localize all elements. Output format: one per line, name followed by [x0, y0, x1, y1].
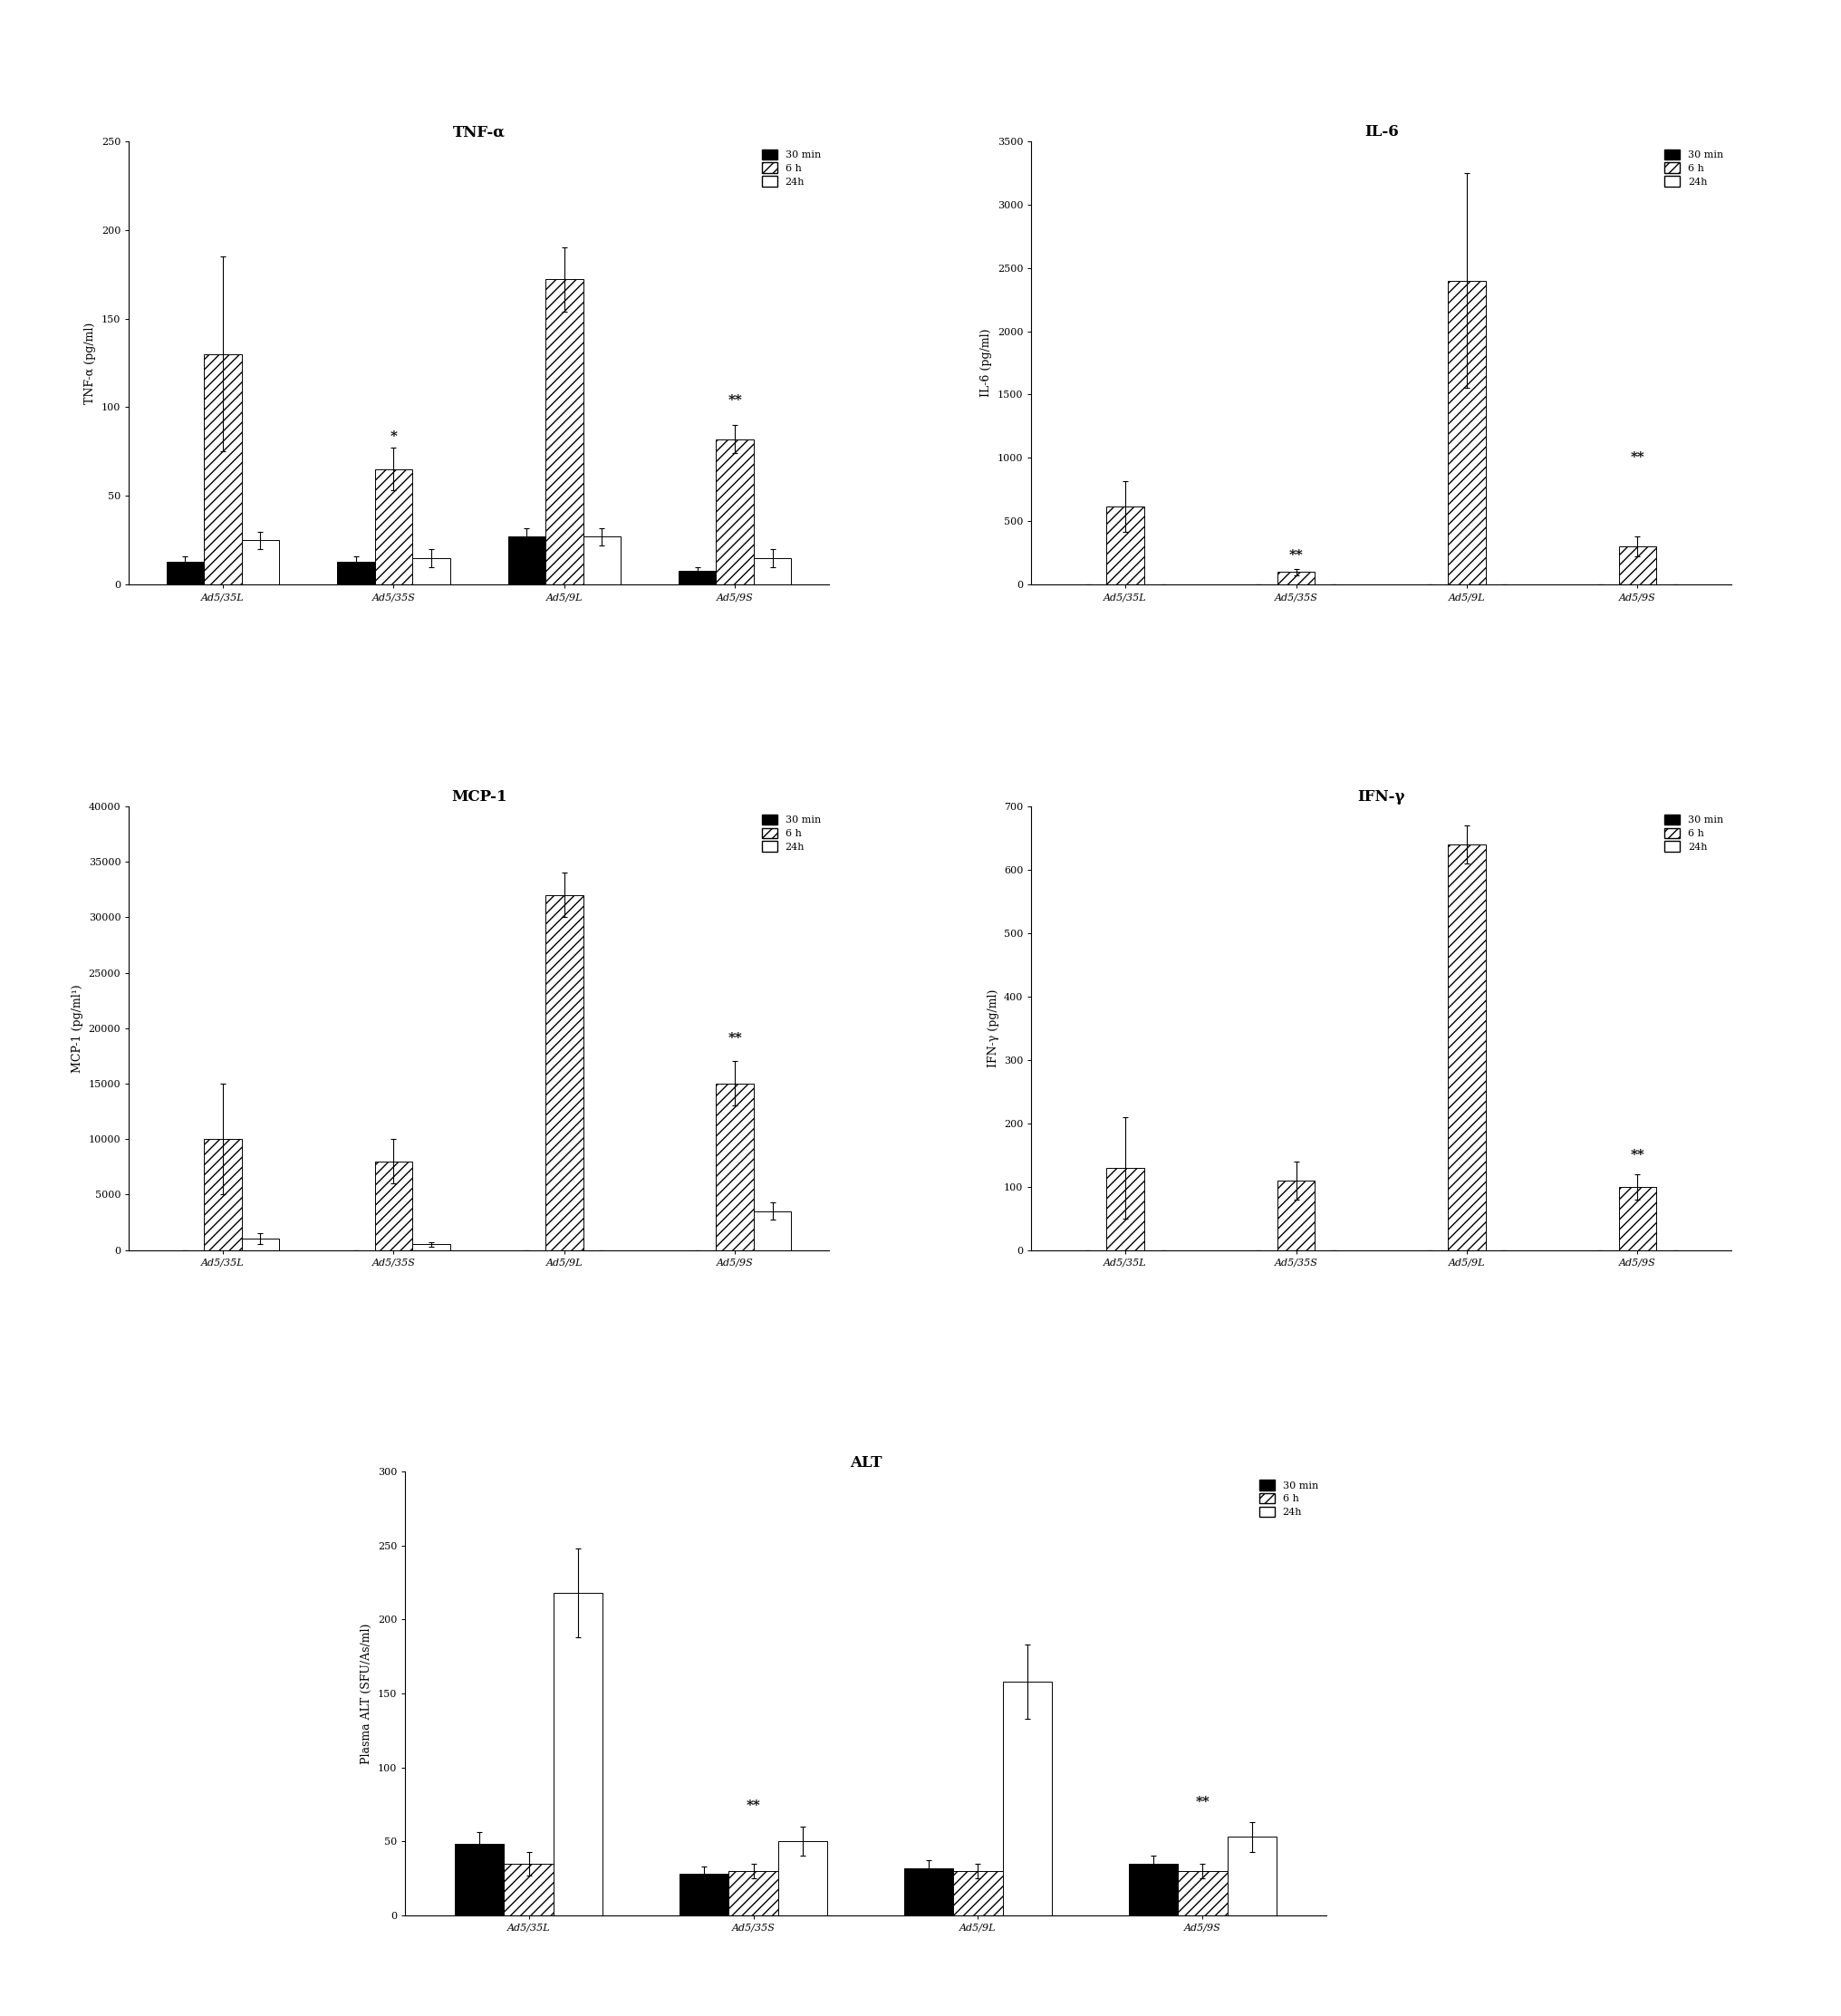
Bar [1106, 506, 1143, 585]
Bar [679, 1873, 729, 1915]
Bar [954, 1871, 1002, 1915]
Text: **: ** [1195, 1796, 1210, 1808]
Bar [166, 562, 204, 585]
Text: *: * [390, 429, 398, 444]
Title: IL-6: IL-6 [1364, 125, 1397, 139]
Bar [1002, 1681, 1051, 1915]
Bar [508, 536, 545, 585]
Bar [545, 895, 584, 1250]
Y-axis label: IFN-γ (pg/ml): IFN-γ (pg/ml) [987, 990, 998, 1066]
Text: **: ** [727, 1032, 742, 1044]
Bar [412, 558, 449, 585]
Bar [1276, 573, 1314, 585]
Bar [1618, 1187, 1655, 1250]
Bar [552, 1593, 602, 1915]
Bar [374, 1161, 412, 1250]
Bar [716, 439, 753, 585]
Bar [204, 355, 241, 585]
Bar [753, 1212, 792, 1250]
Title: IFN-γ: IFN-γ [1357, 790, 1405, 804]
Bar [1178, 1871, 1226, 1915]
Bar [584, 536, 620, 585]
Bar [1447, 845, 1486, 1250]
Bar [904, 1869, 954, 1915]
Title: TNF-α: TNF-α [453, 125, 504, 139]
Text: **: ** [746, 1798, 760, 1812]
Legend: 30 min, 6 h, 24h: 30 min, 6 h, 24h [758, 810, 823, 855]
Bar [374, 470, 412, 585]
Bar [241, 1238, 280, 1250]
Bar [504, 1863, 552, 1915]
Title: ALT: ALT [849, 1456, 882, 1470]
Bar [729, 1871, 777, 1915]
Y-axis label: TNF-α (pg/ml): TNF-α (pg/ml) [85, 323, 96, 403]
Bar [716, 1085, 753, 1250]
Y-axis label: MCP-1 (pg/ml¹): MCP-1 (pg/ml¹) [72, 984, 83, 1073]
Text: **: ** [1289, 548, 1303, 562]
Text: **: ** [1629, 1149, 1644, 1161]
Bar [241, 540, 280, 585]
Bar [1106, 1167, 1143, 1250]
Y-axis label: IL-6 (pg/ml): IL-6 (pg/ml) [979, 329, 992, 397]
Bar [753, 558, 792, 585]
Bar [1129, 1863, 1178, 1915]
Y-axis label: Plasma ALT (SFU/As/ml): Plasma ALT (SFU/As/ml) [361, 1623, 372, 1764]
Text: **: ** [1629, 452, 1644, 464]
Legend: 30 min, 6 h, 24h: 30 min, 6 h, 24h [1256, 1476, 1320, 1520]
Bar [455, 1845, 504, 1915]
Bar [204, 1139, 241, 1250]
Bar [1447, 280, 1486, 585]
Legend: 30 min, 6 h, 24h: 30 min, 6 h, 24h [758, 145, 823, 190]
Bar [677, 571, 716, 585]
Title: MCP-1: MCP-1 [451, 790, 506, 804]
Bar [777, 1841, 827, 1915]
Bar [1226, 1837, 1276, 1915]
Legend: 30 min, 6 h, 24h: 30 min, 6 h, 24h [1661, 145, 1725, 190]
Bar [337, 562, 374, 585]
Bar [1276, 1179, 1314, 1250]
Bar [1618, 546, 1655, 585]
Text: **: ** [727, 395, 742, 407]
Bar [412, 1244, 449, 1250]
Legend: 30 min, 6 h, 24h: 30 min, 6 h, 24h [1661, 810, 1725, 855]
Bar [545, 280, 584, 585]
